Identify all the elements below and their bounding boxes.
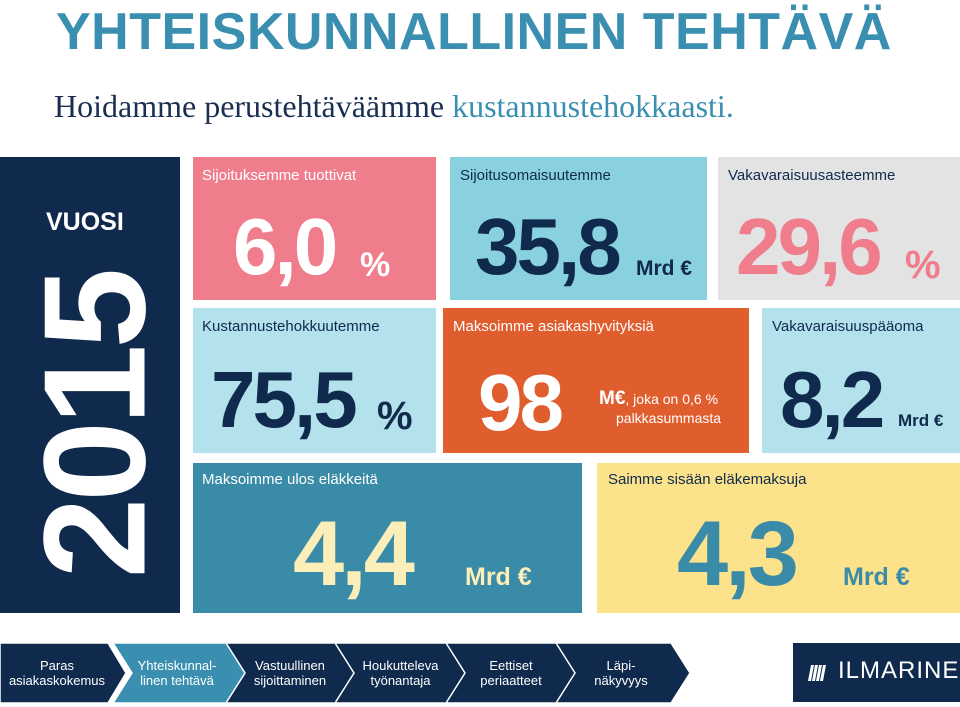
card-value: 4,3 [677, 503, 799, 605]
nav-chevron-shape [0, 643, 126, 703]
nav-chevron-shape [113, 643, 247, 703]
card-unit: Mrd € [465, 563, 532, 591]
card-client-bonuses: Maksoimme asiakashyvityksiä 98 M€, joka … [443, 308, 749, 453]
nav-label-line2: linen tehtävä [140, 673, 214, 688]
page-subtitle: Hoidamme perustehtäväämme kustannustehok… [54, 88, 734, 125]
nav-item-label: Läpi-näkyvyys [556, 643, 690, 703]
nav-item-label: Paras asiakaskokemus [0, 643, 126, 703]
nav-chevron-fill [446, 643, 580, 703]
nav-label-line1: Eettiset [489, 658, 533, 673]
nav-item-vastuullinen-sijoittaminen[interactable]: Vastuullinen sijoittaminen [226, 643, 358, 703]
nav-item-label: Houkutteleva työnantaja [335, 643, 470, 703]
nav-label-line2: asiakaskokemus [8, 673, 106, 688]
nav-item-paras-asiakaskokemus[interactable]: Paras asiakaskokemus [0, 643, 126, 703]
nav-label-line2: sijoittaminen [253, 673, 327, 688]
nav-label-line1: Paras [40, 658, 74, 673]
nav-item-eettiset-periaatteet[interactable]: Eettiset periaatteet [446, 643, 580, 703]
card-value: 6,0 [233, 202, 338, 291]
nav-item-lapinakyvyys[interactable]: Läpi-näkyvyys [556, 643, 690, 703]
card-cost-efficiency: Kustannustehokkuutemme 75,5 % [193, 308, 436, 453]
card-label: Maksoimme ulos eläkkeitä [202, 471, 378, 488]
card-value: 4,4 [293, 503, 415, 605]
nav-label-line1: Houkutteleva [362, 658, 439, 673]
card-unit: % [360, 246, 391, 284]
nav-item-yhteiskunnallinen-tehtava[interactable]: Yhteiskunnal-linen tehtävä [113, 643, 247, 703]
nav-chevron-fill [335, 643, 470, 703]
card-unit: % [905, 243, 941, 287]
card-note-line2: palkkasummasta [616, 410, 722, 426]
nav-item-label: Eettiset periaatteet [446, 643, 580, 703]
card-unit: Mrd € [636, 257, 693, 280]
nav-chevron-fill [556, 643, 690, 703]
nav-item-houkutteleva-tyonantaja[interactable]: Houkutteleva työnantaja [335, 643, 470, 703]
card-label: Saimme sisään eläkemaksuja [608, 471, 807, 488]
nav-chevron-shape [226, 643, 358, 703]
subtitle-highlight: kustannustehokkaasti. [452, 88, 734, 124]
subtitle-text: Hoidamme perustehtäväämme [54, 88, 453, 124]
card-value: 35,8 [475, 202, 622, 291]
card-unit: % [377, 394, 413, 438]
nav-label-line2: työnantaja [370, 673, 431, 688]
nav-chevron-fill [226, 643, 358, 703]
card-label: Sijoituksemme tuottivat [202, 167, 357, 184]
card-value: 29,6 [736, 202, 883, 291]
year-value: 2015 [13, 271, 176, 579]
nav-chevron-shape [446, 643, 580, 703]
page-title: YHTEISKUNNALLINEN TEHTÄVÄ [56, 3, 892, 61]
card-unit: M€ [599, 388, 626, 409]
nav-label-line2: näkyvyys [594, 673, 648, 688]
card-pensions-paid: Maksoimme ulos eläkkeitä 4,4 Mrd € [193, 463, 582, 613]
nav-chevron-shape [556, 643, 690, 703]
ilmarinen-logo-icon [808, 665, 826, 681]
card-solvency-ratio: Vakavaraisuusasteemme 29,6 % [718, 157, 960, 300]
card-value: 8,2 [780, 355, 885, 444]
card-label: Vakavaraisuuspääoma [772, 318, 924, 335]
nav-chevron-fill [113, 643, 247, 703]
card-value: 75,5 [211, 355, 358, 444]
card-solvency-capital: Vakavaraisuuspääoma 8,2 Mrd € [762, 308, 960, 453]
year-label: VUOSI [46, 208, 124, 236]
card-value: 98 [478, 358, 564, 447]
card-unit: Mrd € [898, 411, 944, 430]
nav-item-label: Yhteiskunnal-linen tehtävä [113, 643, 247, 703]
nav-label-line1: Läpi- [606, 658, 636, 673]
card-unit: Mrd € [843, 563, 910, 591]
card-label: Kustannustehokkuutemme [202, 318, 380, 335]
card-note-line1: , joka on 0,6 % [625, 391, 719, 407]
card-returns: Sijoituksemme tuottivat 6,0 % [193, 157, 436, 300]
nav-label-line2: periaatteet [480, 673, 542, 688]
nav-label-line1: Yhteiskunnal- [137, 658, 217, 673]
card-label: Maksoimme asiakashyvityksiä [453, 318, 654, 335]
brand-name: ILMARINEN [838, 657, 960, 684]
nav-item-label: Vastuullinen sijoittaminen [226, 643, 358, 703]
card-contributions: Saimme sisään eläkemaksuja 4,3 Mrd € [597, 463, 960, 613]
brand-logo: ILMARINEN [793, 643, 960, 702]
nav-chevron-fill [0, 643, 126, 703]
card-label: Vakavaraisuusasteemme [728, 167, 896, 184]
nav-label-line1: Vastuullinen [255, 658, 325, 673]
card-label: Sijoitusomaisuutemme [460, 167, 611, 184]
nav-chevron-shape [335, 643, 470, 703]
card-investments: Sijoitusomaisuutemme 35,8 Mrd € [450, 157, 707, 300]
year-panel [0, 157, 180, 613]
card-note: M€, joka on 0,6 % [599, 388, 718, 410]
